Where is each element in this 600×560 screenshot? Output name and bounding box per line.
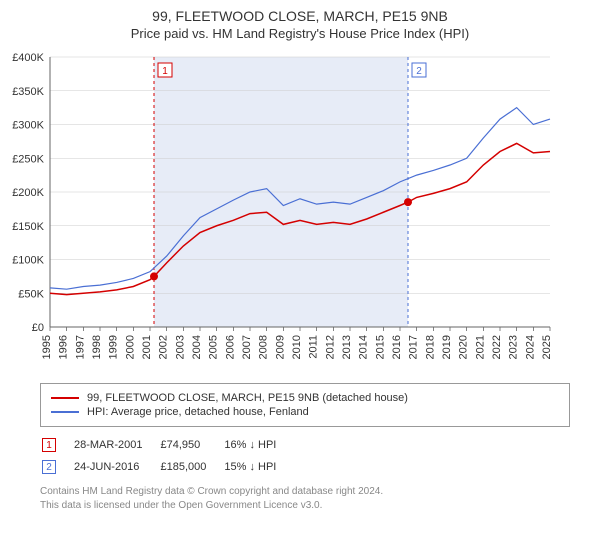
legend-label: 99, FLEETWOOD CLOSE, MARCH, PE15 9NB (de… — [87, 392, 408, 404]
svg-text:2005: 2005 — [208, 335, 220, 359]
svg-text:2002: 2002 — [158, 335, 170, 359]
chart-area: £0 £50K £100K £150K £200K £250K £300K £350K £400… — [0, 47, 600, 377]
footer-line: Contains HM Land Registry data © Crown c… — [40, 485, 570, 499]
chart-title: 99, FLEETWOOD CLOSE, MARCH, PE15 9NB — [0, 8, 600, 24]
svg-text:2014: 2014 — [358, 335, 370, 359]
svg-text:1998: 1998 — [91, 335, 103, 359]
marker-date: 28-MAR-2001 — [74, 435, 158, 455]
svg-text:1995: 1995 — [41, 335, 53, 359]
svg-text:2024: 2024 — [524, 335, 536, 359]
marker-badge: 2 — [42, 460, 56, 474]
svg-text:£0: £0 — [32, 322, 44, 334]
svg-text:2007: 2007 — [241, 335, 253, 359]
svg-text:2020: 2020 — [458, 335, 470, 359]
svg-text:2006: 2006 — [224, 335, 236, 359]
svg-text:1997: 1997 — [74, 335, 86, 359]
svg-text:2015: 2015 — [374, 335, 386, 359]
svg-text:1: 1 — [162, 66, 168, 77]
svg-text:2: 2 — [416, 66, 422, 77]
svg-text:2018: 2018 — [424, 335, 436, 359]
marker-price: £74,950 — [160, 435, 222, 455]
svg-text:2022: 2022 — [491, 335, 503, 359]
legend-item: HPI: Average price, detached house, Fenl… — [51, 406, 559, 418]
svg-text:£50K: £50K — [18, 288, 44, 300]
svg-text:2009: 2009 — [274, 335, 286, 359]
svg-text:2016: 2016 — [391, 335, 403, 359]
footer-line: This data is licensed under the Open Gov… — [40, 499, 570, 513]
line-chart: £0 £50K £100K £150K £200K £250K £300K £350K £400… — [0, 47, 560, 377]
svg-text:2000: 2000 — [124, 335, 136, 359]
marker-pct: 16% ↓ HPI — [224, 435, 292, 455]
svg-text:2019: 2019 — [441, 335, 453, 359]
footer-attribution: Contains HM Land Registry data © Crown c… — [40, 485, 570, 512]
svg-text:£100K: £100K — [12, 255, 44, 267]
svg-text:£350K: £350K — [12, 86, 44, 98]
marker-row: 1 28-MAR-2001 £74,950 16% ↓ HPI — [42, 435, 292, 455]
svg-text:£400K: £400K — [12, 52, 44, 64]
marker-date: 24-JUN-2016 — [74, 457, 158, 477]
svg-text:£150K: £150K — [12, 221, 44, 233]
svg-text:1996: 1996 — [58, 335, 70, 359]
svg-text:1999: 1999 — [108, 335, 120, 359]
legend-swatch — [51, 411, 79, 413]
svg-text:2011: 2011 — [308, 335, 320, 359]
legend-swatch — [51, 397, 79, 399]
marker-row: 2 24-JUN-2016 £185,000 15% ↓ HPI — [42, 457, 292, 477]
markers-table: 1 28-MAR-2001 £74,950 16% ↓ HPI 2 24-JUN… — [40, 433, 294, 479]
svg-text:2012: 2012 — [324, 335, 336, 359]
legend-label: HPI: Average price, detached house, Fenl… — [87, 406, 309, 418]
svg-text:2010: 2010 — [291, 335, 303, 359]
svg-text:2023: 2023 — [508, 335, 520, 359]
svg-text:£250K: £250K — [12, 153, 44, 165]
svg-text:2008: 2008 — [258, 335, 270, 359]
svg-text:2021: 2021 — [474, 335, 486, 359]
svg-text:2003: 2003 — [174, 335, 186, 359]
legend: 99, FLEETWOOD CLOSE, MARCH, PE15 9NB (de… — [40, 383, 570, 427]
chart-subtitle: Price paid vs. HM Land Registry's House … — [0, 26, 600, 41]
marker-price: £185,000 — [160, 457, 222, 477]
svg-text:2004: 2004 — [191, 335, 203, 359]
svg-text:2017: 2017 — [408, 335, 420, 359]
svg-text:2013: 2013 — [341, 335, 353, 359]
svg-text:2025: 2025 — [541, 335, 553, 359]
svg-text:£300K: £300K — [12, 120, 44, 132]
marker-badge: 1 — [42, 438, 56, 452]
svg-text:2001: 2001 — [141, 335, 153, 359]
legend-item: 99, FLEETWOOD CLOSE, MARCH, PE15 9NB (de… — [51, 392, 559, 404]
svg-text:£200K: £200K — [12, 187, 44, 199]
marker-pct: 15% ↓ HPI — [224, 457, 292, 477]
